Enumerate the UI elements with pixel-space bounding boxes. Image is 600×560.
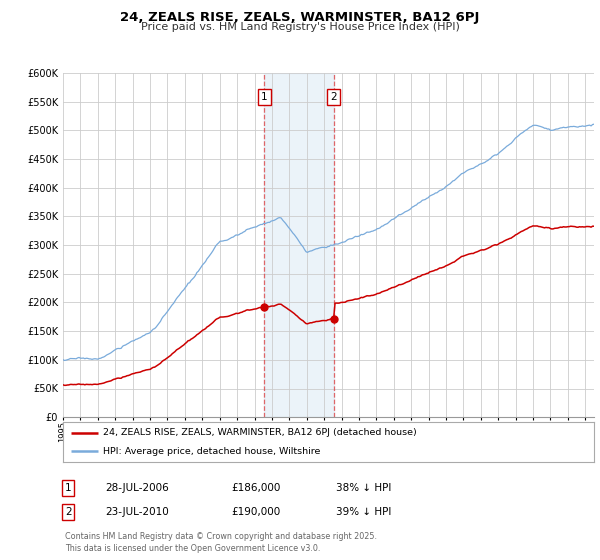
Text: £190,000: £190,000 <box>231 507 280 517</box>
Text: 2: 2 <box>331 92 337 102</box>
Text: HPI: Average price, detached house, Wiltshire: HPI: Average price, detached house, Wilt… <box>103 447 320 456</box>
Text: 2: 2 <box>65 507 71 517</box>
Text: 23-JUL-2010: 23-JUL-2010 <box>105 507 169 517</box>
Text: £186,000: £186,000 <box>231 483 280 493</box>
Text: 28-JUL-2006: 28-JUL-2006 <box>105 483 169 493</box>
Text: 24, ZEALS RISE, ZEALS, WARMINSTER, BA12 6PJ (detached house): 24, ZEALS RISE, ZEALS, WARMINSTER, BA12 … <box>103 428 416 437</box>
Text: 38% ↓ HPI: 38% ↓ HPI <box>336 483 391 493</box>
Text: 24, ZEALS RISE, ZEALS, WARMINSTER, BA12 6PJ: 24, ZEALS RISE, ZEALS, WARMINSTER, BA12 … <box>121 11 479 24</box>
Text: Contains HM Land Registry data © Crown copyright and database right 2025.
This d: Contains HM Land Registry data © Crown c… <box>65 532 377 553</box>
Bar <box>265 73 334 417</box>
Text: 1: 1 <box>65 483 71 493</box>
Text: Price paid vs. HM Land Registry's House Price Index (HPI): Price paid vs. HM Land Registry's House … <box>140 22 460 32</box>
Text: 1: 1 <box>261 92 268 102</box>
Text: 39% ↓ HPI: 39% ↓ HPI <box>336 507 391 517</box>
